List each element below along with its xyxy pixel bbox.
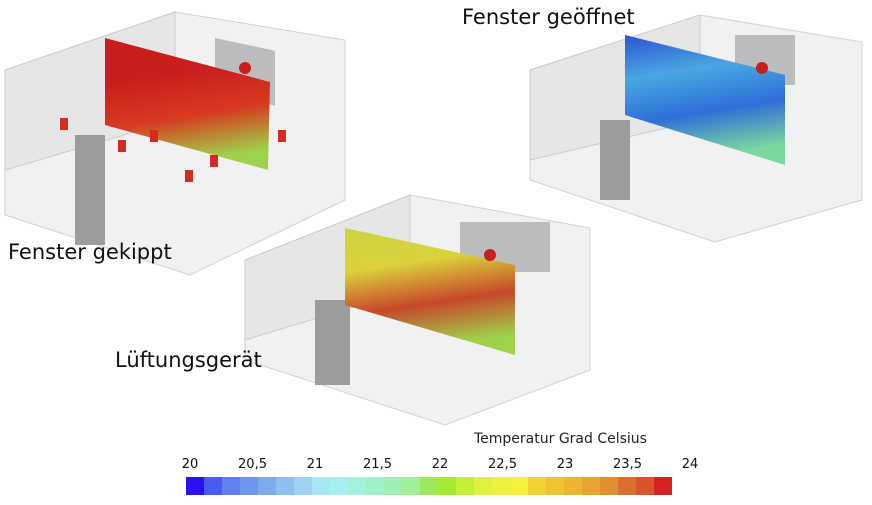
color-scale-swatch [312, 477, 330, 495]
color-scale-bar [186, 477, 672, 495]
legend-tick-label: 22,5 [488, 457, 517, 472]
temperature-plane [345, 228, 515, 355]
temperature-plane [625, 35, 785, 165]
room-lueftungsgeraet [244, 194, 591, 426]
legend-tick-label: 23 [556, 457, 574, 472]
color-scale-swatch [204, 477, 222, 495]
color-scale-swatch [564, 477, 582, 495]
color-scale-swatch [546, 477, 564, 495]
room-fenster-geoeffnet [529, 14, 863, 243]
legend-tick-label: 22 [431, 457, 449, 472]
legend-tick-label: 21 [306, 457, 324, 472]
color-scale-swatch [186, 477, 204, 495]
color-scale-swatch [582, 477, 600, 495]
color-scale-swatch [438, 477, 456, 495]
color-scale-swatch [384, 477, 402, 495]
color-scale-swatch [348, 477, 366, 495]
color-scale-swatch [258, 477, 276, 495]
color-scale-swatch [402, 477, 420, 495]
label-fenster-gekippt: Fenster gekippt [8, 240, 172, 264]
color-scale-swatch [600, 477, 618, 495]
color-scale-swatch [510, 477, 528, 495]
color-scale-swatch [222, 477, 240, 495]
color-scale-swatch [654, 477, 672, 495]
legend-tick-label: 21,5 [363, 457, 392, 472]
color-scale-swatch [276, 477, 294, 495]
legend-tick-label: 20,5 [238, 457, 267, 472]
legend-title: Temperatur Grad Celsius [474, 431, 647, 447]
color-scale-swatch [294, 477, 312, 495]
room-fenster-gekippt [4, 11, 346, 276]
label-fenster-geoeffnet: Fenster geöffnet [462, 5, 635, 29]
color-scale-swatch [474, 477, 492, 495]
color-scale-swatch [330, 477, 348, 495]
color-scale-swatch [636, 477, 654, 495]
temperature-plane [105, 38, 270, 170]
color-scale-swatch [456, 477, 474, 495]
legend-tick-label: 20 [181, 457, 199, 472]
legend-tick-label: 23,5 [613, 457, 642, 472]
color-scale-swatch [492, 477, 510, 495]
color-scale-swatch [420, 477, 438, 495]
color-scale-swatch [618, 477, 636, 495]
label-lueftungsgeraet: Lüftungsgerät [115, 348, 262, 372]
color-scale-swatch [528, 477, 546, 495]
color-scale-swatch [240, 477, 258, 495]
color-scale-swatch [366, 477, 384, 495]
legend-tick-label: 24 [681, 457, 699, 472]
